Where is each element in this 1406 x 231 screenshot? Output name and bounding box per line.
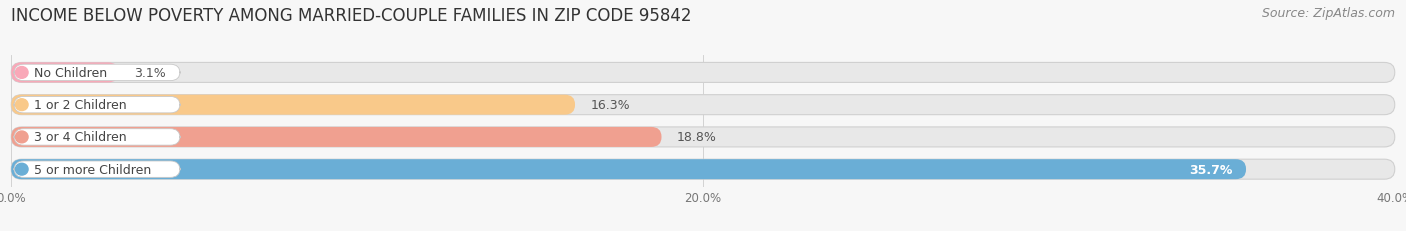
FancyBboxPatch shape — [11, 159, 1395, 179]
Text: 5 or more Children: 5 or more Children — [34, 163, 152, 176]
Text: 35.7%: 35.7% — [1189, 163, 1232, 176]
Text: 16.3%: 16.3% — [591, 99, 630, 112]
FancyBboxPatch shape — [11, 95, 575, 115]
FancyBboxPatch shape — [14, 65, 180, 81]
Text: 3 or 4 Children: 3 or 4 Children — [34, 131, 127, 144]
FancyBboxPatch shape — [11, 63, 118, 83]
Text: No Children: No Children — [34, 67, 107, 79]
Text: INCOME BELOW POVERTY AMONG MARRIED-COUPLE FAMILIES IN ZIP CODE 95842: INCOME BELOW POVERTY AMONG MARRIED-COUPL… — [11, 7, 692, 25]
Text: Source: ZipAtlas.com: Source: ZipAtlas.com — [1261, 7, 1395, 20]
FancyBboxPatch shape — [14, 97, 180, 113]
Circle shape — [15, 99, 28, 111]
FancyBboxPatch shape — [11, 95, 1395, 115]
Circle shape — [15, 164, 28, 175]
Text: 1 or 2 Children: 1 or 2 Children — [34, 99, 127, 112]
FancyBboxPatch shape — [11, 127, 1395, 147]
FancyBboxPatch shape — [11, 127, 661, 147]
Circle shape — [15, 131, 28, 143]
FancyBboxPatch shape — [11, 63, 1395, 83]
Text: 18.8%: 18.8% — [678, 131, 717, 144]
FancyBboxPatch shape — [14, 161, 180, 178]
FancyBboxPatch shape — [11, 159, 1246, 179]
FancyBboxPatch shape — [14, 129, 180, 146]
Text: 3.1%: 3.1% — [134, 67, 166, 79]
Circle shape — [15, 67, 28, 79]
